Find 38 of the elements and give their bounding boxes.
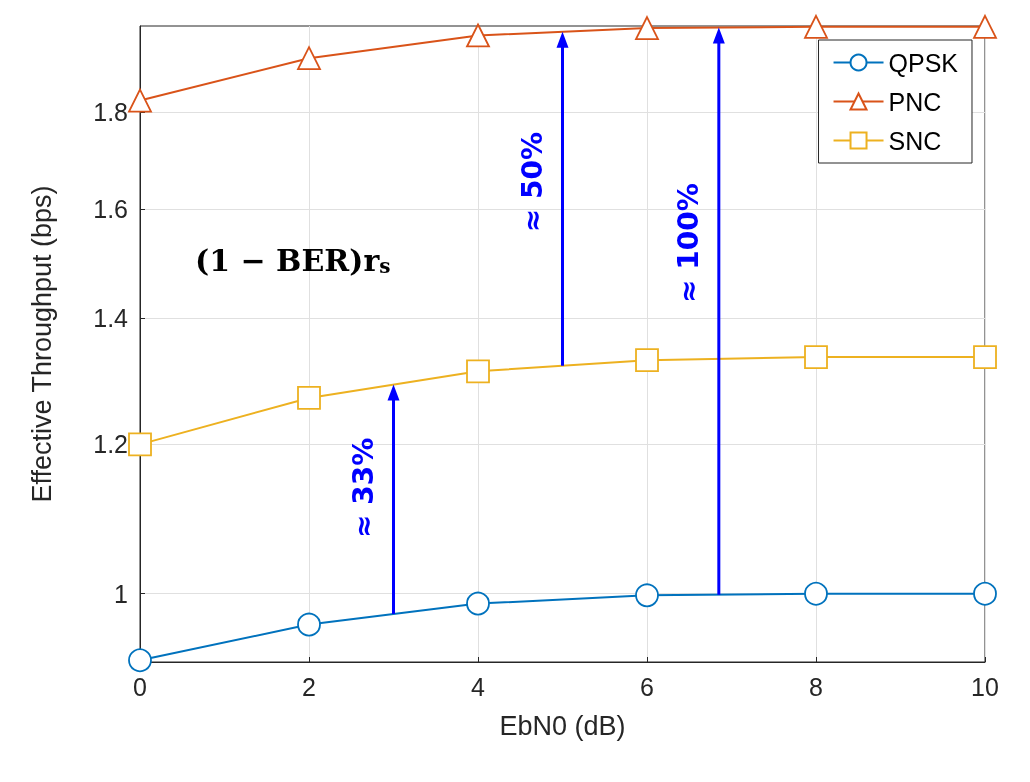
point (973, 14, 997, 39)
point (635, 16, 659, 40)
x-tick-label: 6 (640, 672, 654, 701)
x-tick-label: 0 (133, 672, 147, 701)
annotation: ≈ 100% (672, 183, 706, 303)
point (635, 583, 659, 608)
x-tick-label: 4 (471, 672, 486, 701)
point (466, 359, 490, 384)
legend-label: SNC (888, 126, 942, 155)
legend-label: PNC (888, 87, 942, 116)
annotation: ≈ 50% (516, 131, 549, 233)
point (128, 88, 152, 113)
point (297, 46, 321, 71)
point (297, 612, 321, 637)
x-tick-label: 10 (971, 672, 999, 701)
annotation: ≈ 33% (347, 437, 380, 538)
y-tick-label: 1.2 (93, 430, 128, 459)
point (466, 23, 490, 48)
point (128, 648, 152, 673)
point (804, 581, 828, 606)
point (635, 348, 659, 373)
y-axis-title: Effective Throughput (bps) (26, 185, 57, 503)
legend-label: QPSK (888, 48, 959, 77)
point (297, 386, 321, 410)
x-tick-label: 2 (302, 672, 316, 701)
y-tick-label: 1.4 (93, 304, 129, 333)
x-tick-label: 8 (809, 672, 823, 701)
y-tick-label: 1.8 (93, 98, 128, 127)
y-tick-label: 1 (114, 579, 128, 608)
annotation: (1 − BER)rs (195, 242, 391, 278)
point (973, 345, 997, 369)
point (128, 432, 152, 457)
x-axis-title: EbN0 (dB) (499, 710, 626, 741)
point (804, 345, 828, 369)
y-tick-label: 1.6 (93, 194, 128, 223)
point (973, 581, 997, 606)
point (466, 591, 490, 616)
point (804, 14, 828, 39)
